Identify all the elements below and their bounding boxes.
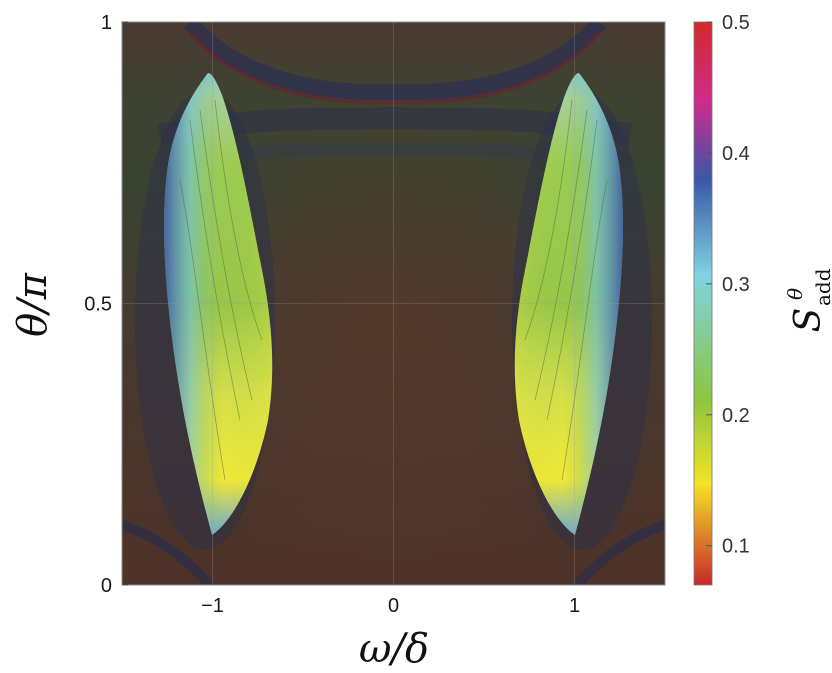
colorbar-label: S θ add xyxy=(783,268,832,332)
bottom-left-arc xyxy=(122,520,214,585)
left-lobe-edge-shade xyxy=(164,73,273,535)
colorbar-ticks: 0.1 0.2 0.3 0.4 0.5 xyxy=(706,12,750,558)
x-tick-label: 0 xyxy=(388,595,399,617)
bottom-right-arc xyxy=(573,520,665,585)
colorbar-tick-label: 0.1 xyxy=(722,536,750,558)
colorbar-tick-label: 0.5 xyxy=(722,12,750,34)
colorbar-tick-label: 0.3 xyxy=(722,274,750,296)
left-lobe-contours xyxy=(179,99,263,481)
x-tick-label: −1 xyxy=(201,595,224,617)
colorbar-label-sup: θ xyxy=(783,288,807,300)
colorbar-label-sub: add xyxy=(811,268,832,306)
colorbar-frame xyxy=(693,21,713,586)
x-axis-label: ω/δ xyxy=(359,626,429,672)
right-lobe-edge-shade xyxy=(514,73,623,535)
top-contour-band xyxy=(183,22,607,101)
y-tick-label: 1 xyxy=(101,12,112,34)
colorbar-label-main: S xyxy=(788,308,829,333)
y-axis-label: θ/π xyxy=(10,272,56,337)
colorbar-tick-label: 0.4 xyxy=(722,143,750,165)
gridlines xyxy=(122,22,665,585)
colorbar xyxy=(694,22,712,585)
heatmap-area xyxy=(122,22,665,585)
y-tick-label: 0 xyxy=(101,575,112,597)
y-tick-label: 0.5 xyxy=(84,294,112,316)
x-tick-label: 1 xyxy=(569,595,580,617)
right-lobe-contours xyxy=(524,99,608,481)
colorbar-tick-label: 0.2 xyxy=(722,405,750,427)
top-contour-red xyxy=(188,30,602,105)
axis-ticks: −1 0 1 0 0.5 1 xyxy=(84,12,580,617)
